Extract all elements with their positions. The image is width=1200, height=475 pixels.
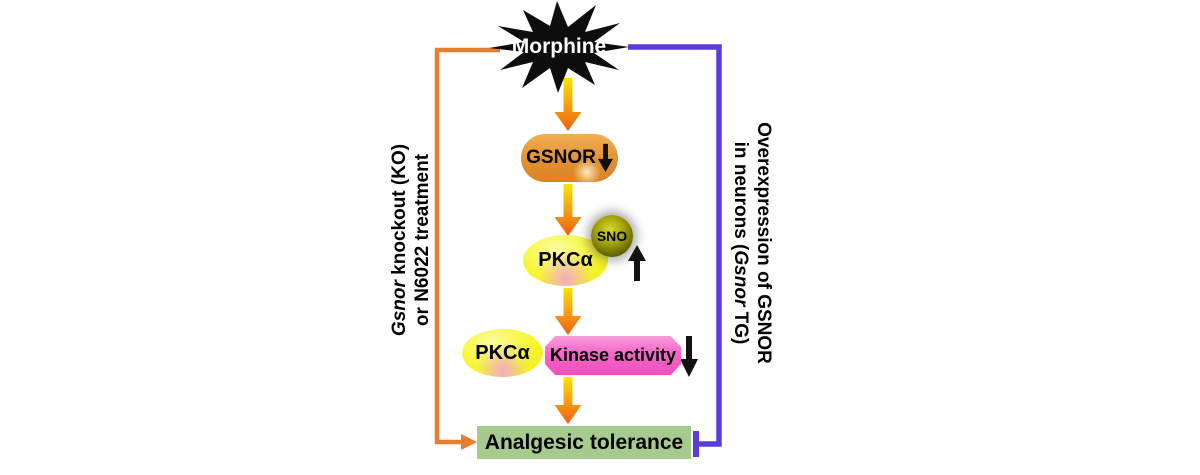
activation-path <box>434 47 500 450</box>
flow-arrow-3-icon <box>554 288 582 335</box>
morphine-starburst <box>489 1 629 93</box>
inhibition-tbar-icon <box>693 431 699 457</box>
pkca-lower-node: PKCα <box>462 329 543 377</box>
kinase-decrease-arrow-icon <box>680 336 698 377</box>
analgesic-tolerance-text: Analgesic tolerance <box>484 430 684 454</box>
flow-arrow-1-icon <box>554 78 582 131</box>
sno-text: SNO <box>596 228 628 244</box>
pkca-lower-text: PKCα <box>475 341 530 364</box>
right-label-line2-prefix: in neurons ( <box>730 141 751 251</box>
left-label-line2: or N6022 treatment <box>412 153 433 327</box>
gsnor-node: GSNOR <box>521 134 618 182</box>
sno-increase-arrow-icon <box>628 245 646 281</box>
left-label-gene-name: Gsnor <box>389 280 410 337</box>
activation-arrowhead-icon <box>461 434 477 450</box>
right-label-line2-suffix: TG) <box>730 306 751 345</box>
left-label-line1-rest: knockout (KO) <box>389 143 410 281</box>
flow-arrow-2-icon <box>554 184 582 236</box>
left-intervention-label: Gsnor knockout (KO) or N6022 treatment <box>388 90 434 390</box>
right-label-line2: in neurons (Gsnor TG) <box>729 93 752 393</box>
morphine-text: Morphine <box>511 35 607 58</box>
pkca-upper-text: PKCα <box>538 249 593 271</box>
gsnor-decrease-arrow-icon <box>597 143 613 173</box>
right-label-gene-name: Gsnor <box>730 250 751 307</box>
sno-node: SNO <box>591 215 633 257</box>
gsnor-text: GSNOR <box>526 147 596 168</box>
analgesic-tolerance-node: Analgesic tolerance <box>477 426 691 459</box>
flow-arrow-4-icon <box>554 377 582 424</box>
left-label-line1: Gsnor knockout (KO) <box>388 90 411 390</box>
kinase-activity-node: Kinase activity <box>545 336 681 375</box>
right-intervention-label: Overexpression of GSNOR in neurons (Gsno… <box>729 93 775 393</box>
inhibition-path <box>628 44 722 457</box>
kinase-activity-text: Kinase activity <box>549 345 677 365</box>
morphine-node-label: Morphine <box>489 34 629 60</box>
right-label-line1: Overexpression of GSNOR <box>753 122 774 364</box>
